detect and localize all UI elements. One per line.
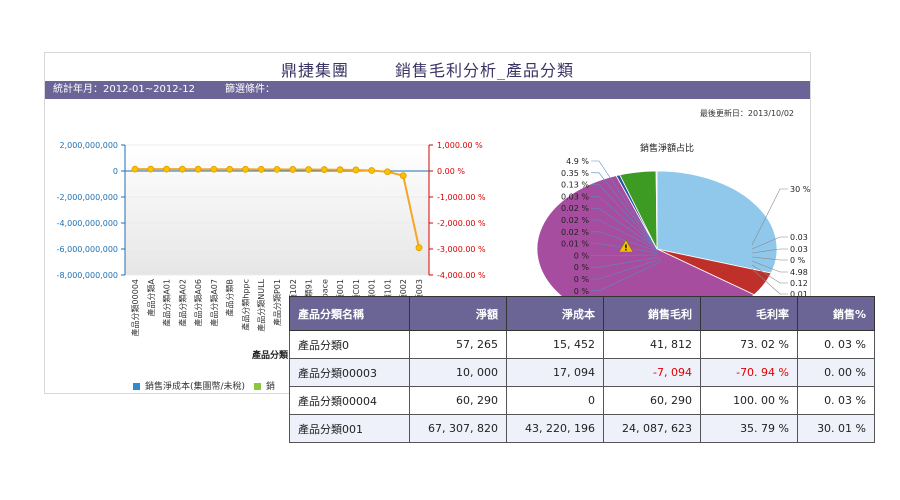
y-tick-label-left: -8,000,000,000 [57,271,118,280]
y-tick-label-left: -6,000,000,000 [57,245,118,254]
series-point [368,167,376,174]
x-tick-label: 產品分類A01 [162,279,172,327]
x-axis-title: 產品分類 [251,349,289,361]
cell-gross-profit: 60, 290 [603,386,701,415]
period-text: 統計年月：2012-01~2012-12 [53,84,195,95]
report-title: 鼎捷集團 銷售毛利分析_產品分類 [45,57,810,81]
x-tick-label: 產品分類NULL [256,278,266,331]
series-point [399,172,407,180]
cell-margin: -70. 94 % [700,358,798,387]
series-point [352,166,360,174]
y-tick-label-right: 1,000.00 % [437,141,483,150]
cell-net-amount: 60, 290 [409,386,507,415]
series-point [178,165,186,173]
cell-sales-pct: 0. 00 % [797,358,875,387]
svg-text:!: ! [624,244,628,253]
filter-conditions[interactable]: 篩選條件： [225,84,275,95]
series-point [163,165,170,173]
cell-category: 產品分類0 [289,330,410,359]
chart-legend: 銷售淨成本(集團幣/未稅) 銷 [133,379,275,392]
x-tick-label: 產品分類A [146,278,156,316]
series-point [305,166,312,173]
cell-net-cost: 17, 094 [506,358,604,387]
y-tick-label-left: -4,000,000,000 [57,219,118,228]
table-row[interactable]: 產品分類0 57, 265 15, 452 41, 812 73. 02 % 0… [289,330,875,359]
cell-net-amount: 10, 000 [409,358,507,387]
table-row[interactable]: 產品分類00003 10, 000 17, 094 -7, 094 -70. 9… [289,358,875,387]
x-tick-label: 產品分類A02 [177,279,187,327]
series-point [194,165,202,173]
y-tick-label-left: -2,000,000,000 [57,193,118,202]
cell-margin: 73. 02 % [700,330,798,359]
report-name: 銷售毛利分析_產品分類 [395,61,575,80]
series-point [289,166,297,173]
y-tick-label-right: -1,000.00 % [437,193,486,202]
table-row[interactable]: 產品分類00004 60, 290 0 60, 290 100. 00 % 0.… [289,386,875,415]
col-header-net-cost[interactable]: 淨成本 [506,296,604,331]
cell-net-cost: 43, 220, 196 [506,414,604,443]
y-tick-label-left: 0 [113,167,118,176]
legend-swatch-green [253,383,261,390]
col-header-net-amount[interactable]: 淨額 [409,296,507,331]
table-row[interactable]: 產品分類001 67, 307, 820 43, 220, 196 24, 08… [289,414,875,443]
x-tick-label: 產品分類P01 [272,279,282,326]
col-header-sales-pct[interactable]: 銷售% [797,296,875,331]
cell-margin: 35. 79 % [700,414,798,443]
col-header-category[interactable]: 產品分類名稱 [289,296,410,331]
legend-swatch-blue [133,383,140,390]
series-point [210,165,218,173]
table-header-row: 產品分類名稱 淨額 淨成本 銷售毛利 毛利率 銷售% [289,296,875,331]
x-tick-label: 產品分類B [225,279,235,317]
col-header-margin[interactable]: 毛利率 [700,296,798,331]
cell-net-cost: 15, 452 [506,330,604,359]
series-point [320,166,328,173]
cell-net-cost: 0 [506,386,604,415]
series-point [273,165,281,173]
warning-icon[interactable]: ! [618,237,634,256]
company-name: 鼎捷集團 [280,61,349,80]
y-tick-label-right: -2,000.00 % [437,219,486,228]
series-point [147,165,155,173]
series-point [242,165,249,173]
x-tick-label: 產品分類A06 [193,279,203,327]
series-point [226,165,234,173]
y-tick-label-right: 0.00 % [437,167,465,176]
cell-net-amount: 67, 307, 820 [409,414,507,443]
cell-sales-pct: 0. 03 % [797,386,875,415]
legend-item-cost[interactable]: 銷售淨成本(集團幣/未稅) [145,382,246,392]
line-chart: 2,000,000,000 0 -2,000,000,000 -4,000,000,0… [57,141,486,361]
x-tick-label: 產品分類A07 [209,279,219,327]
plot-area [125,145,429,275]
cell-net-amount: 57, 265 [409,330,507,359]
cell-gross-profit: -7, 094 [603,358,701,387]
x-tick-label: 產品分類hppc [240,279,250,331]
cell-gross-profit: 41, 812 [603,330,701,359]
cell-category: 產品分類00003 [289,358,410,387]
x-tick-label: 產品分類00004 [130,279,140,336]
summary-table: 產品分類名稱 淨額 淨成本 銷售毛利 毛利率 銷售% 產品分類0 57, 265… [289,296,875,443]
series-point [131,165,139,173]
filter-bar: 統計年月：2012-01~2012-12 篩選條件： [45,81,810,99]
y-tick-label-right: -4,000.00 % [437,271,486,280]
col-header-gross-profit[interactable]: 銷售毛利 [603,296,701,331]
cell-sales-pct: 0. 03 % [797,330,875,359]
cell-category: 產品分類00004 [289,386,410,415]
series-point [336,166,344,174]
series-point [415,244,423,252]
cell-sales-pct: 30. 01 % [797,414,875,443]
y-tick-label-right: -3,000.00 % [437,245,486,254]
cell-margin: 100. 00 % [700,386,798,415]
y-tick-label-left: 2,000,000,000 [59,141,118,150]
cell-gross-profit: 24, 087, 623 [603,414,701,443]
series-point [384,168,391,176]
last-updated: 最後更新日：2013/10/02 [699,109,794,118]
series-point [257,165,265,173]
cell-category: 產品分類001 [289,414,410,443]
legend-item-sales[interactable]: 銷 [265,382,275,392]
